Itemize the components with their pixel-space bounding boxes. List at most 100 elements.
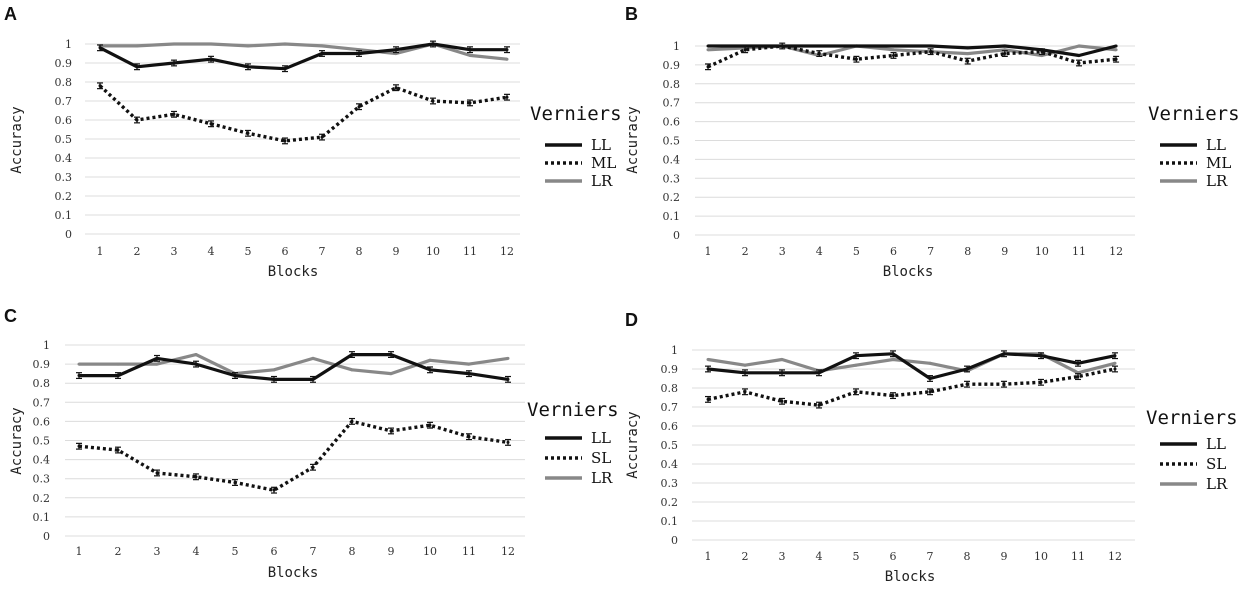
- data-point-c-lr: [467, 362, 471, 366]
- error-bar-a-ll: [245, 63, 251, 71]
- y-tick-label-d: 0.3: [661, 477, 679, 490]
- x-tick-label-a: 1: [97, 245, 104, 258]
- data-point-a-lr: [505, 57, 509, 61]
- x-tick-label-d: 9: [1001, 550, 1008, 563]
- y-tick-label-b: 0.5: [663, 135, 681, 148]
- x-tick-label-b: 11: [1072, 245, 1086, 258]
- series-line-d-lr: [707, 352, 1116, 375]
- data-point-b-ll: [1040, 48, 1044, 52]
- x-tick-label-c: 1: [76, 545, 83, 558]
- error-bar-c-sl: [193, 473, 199, 481]
- error-bar-d-sl: [927, 388, 933, 396]
- legend-label-a-ll: LL: [591, 136, 611, 154]
- error-bar-a-ml: [282, 137, 288, 145]
- error-bar-c-ll: [466, 370, 472, 378]
- error-bar-a-ll: [171, 59, 177, 67]
- plot-area-c: 00.10.20.30.40.50.60.70.80.911 2 3 4 5 6 7 8 9 10…: [33, 339, 525, 558]
- data-point-d-lr: [706, 358, 710, 361]
- data-point-c-lr: [311, 356, 315, 360]
- y-tick-label-a: 0.4: [55, 152, 73, 165]
- legend-title-d: Verniers: [1146, 407, 1238, 429]
- data-point-d-lr: [891, 358, 895, 361]
- data-point-b-ll: [1114, 44, 1118, 48]
- x-tick-label-c: 5: [232, 545, 239, 558]
- x-axis-label-c: Blocks: [268, 565, 319, 581]
- y-tick-label-a: 0: [65, 228, 72, 241]
- x-tick-label-a: 7: [319, 245, 326, 258]
- y-tick-label-b: 0.8: [663, 78, 681, 91]
- x-tick-label-d: 4: [816, 550, 823, 563]
- data-point-b-ll: [743, 44, 747, 48]
- data-point-c-lr: [272, 368, 276, 372]
- panel-label-d: D: [625, 310, 638, 330]
- x-tick-label-a: 3: [171, 245, 178, 258]
- data-point-a-lr: [468, 53, 472, 57]
- error-bar-c-ll: [310, 375, 316, 383]
- data-point-d-lr: [928, 361, 932, 365]
- error-bar-d-sl: [890, 392, 896, 400]
- legend-label-a-lr: LR: [591, 172, 613, 190]
- legend-label-d-sl: SL: [1206, 455, 1226, 473]
- x-tick-label-a: 5: [245, 245, 252, 258]
- y-tick-label-a: 0.8: [55, 76, 73, 89]
- error-bar-d-ll: [1075, 359, 1081, 367]
- series-line-d-sl: [707, 367, 1116, 407]
- x-tick-label-d: 5: [853, 550, 860, 563]
- x-tick-label-a: 8: [356, 245, 363, 258]
- error-bar-d-sl: [779, 397, 785, 405]
- data-point-a-lr: [320, 44, 324, 48]
- x-tick-label-d: 12: [1108, 550, 1122, 563]
- data-point-c-lr: [428, 358, 432, 362]
- error-bar-c-sl: [271, 486, 277, 494]
- x-tick-label-c: 2: [115, 545, 122, 558]
- error-bar-c-sl: [232, 479, 238, 486]
- error-bar-c-ll: [271, 375, 277, 383]
- error-bar-a-ml: [430, 97, 436, 105]
- y-tick-label-a: 0.7: [55, 95, 73, 108]
- error-bar-c-sl: [349, 417, 355, 425]
- y-tick-label-c: 0.2: [33, 492, 51, 505]
- y-tick-label-c: 0.4: [33, 454, 51, 467]
- error-bar-c-ll: [154, 354, 160, 362]
- error-bar-c-sl: [115, 446, 121, 454]
- y-tick-label-d: 0.8: [661, 382, 679, 395]
- error-bar-a-ll: [208, 55, 214, 63]
- plot-area-b: 00.10.20.30.40.50.60.70.80.911 2 3 4 5 6 7 8 9 10…: [663, 40, 1135, 258]
- y-axis-label-c: Accuracy: [9, 407, 25, 474]
- x-tick-label-d: 2: [742, 550, 749, 563]
- y-tick-label-d: 0: [671, 534, 678, 547]
- x-tick-label-d: 6: [890, 550, 897, 563]
- x-tick-label-a: 12: [500, 245, 514, 258]
- data-point-b-lr: [1077, 44, 1081, 48]
- x-tick-label-a: 4: [208, 245, 215, 258]
- series-line-a-ml: [98, 84, 508, 143]
- y-tick-label-b: 0.9: [663, 59, 681, 72]
- x-tick-label-c: 6: [271, 545, 278, 558]
- error-bar-a-ll: [356, 50, 362, 57]
- error-bar-a-ll: [97, 44, 103, 52]
- data-point-d-lr: [1113, 361, 1117, 365]
- y-tick-label-c: 0: [43, 530, 50, 543]
- x-tick-label-b: 10: [1035, 245, 1049, 258]
- data-point-b-ll: [854, 44, 858, 48]
- error-bar-d-ll: [1112, 352, 1118, 360]
- error-bar-c-ll: [232, 372, 238, 380]
- error-bar-d-sl: [853, 388, 859, 396]
- error-bar-c-ll: [349, 351, 355, 359]
- y-tick-label-c: 1: [43, 339, 50, 352]
- error-bar-a-ml: [245, 129, 251, 137]
- y-tick-label-c: 0.9: [33, 358, 51, 371]
- x-tick-label-b: 7: [927, 245, 934, 258]
- error-bar-b-ml: [1001, 50, 1008, 57]
- legend-label-d-lr: LR: [1206, 475, 1228, 493]
- error-bar-c-ll: [76, 372, 82, 380]
- x-tick-label-d: 11: [1071, 550, 1085, 563]
- x-tick-label-c: 8: [349, 545, 356, 558]
- data-point-a-lr: [135, 44, 139, 48]
- x-tick-label-c: 3: [154, 545, 161, 558]
- error-bar-a-ml: [504, 93, 510, 101]
- error-bar-a-ml: [319, 133, 325, 141]
- y-tick-label-a: 0.6: [55, 114, 73, 127]
- error-bar-b-ml: [1113, 55, 1120, 63]
- error-bar-a-ll: [319, 50, 325, 57]
